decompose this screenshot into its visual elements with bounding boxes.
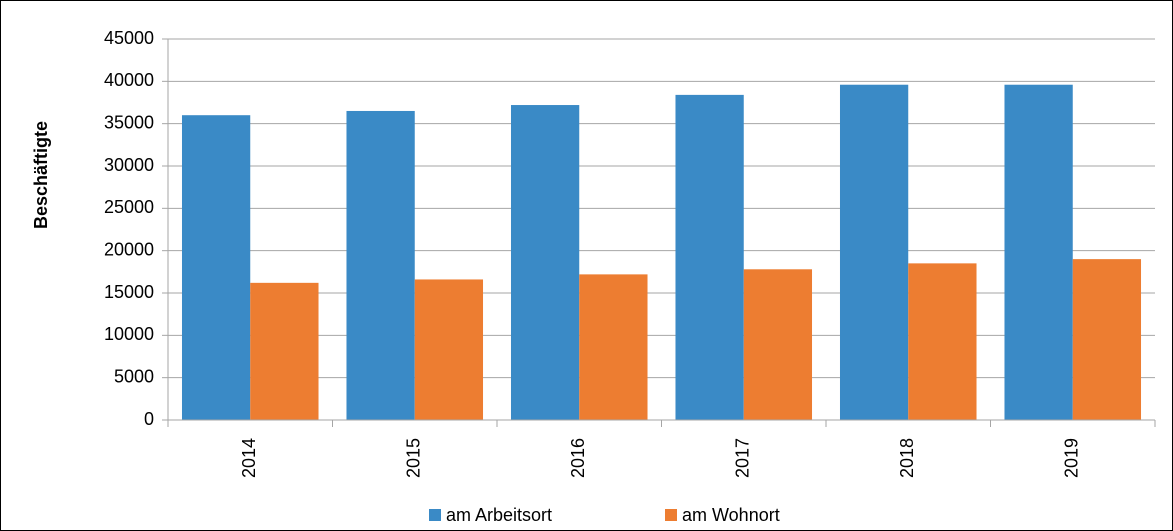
x-tick-label: 2014 xyxy=(239,438,259,478)
x-tick-label: 2015 xyxy=(404,438,424,478)
y-tick-label: 35000 xyxy=(104,112,154,132)
bar xyxy=(675,94,744,420)
y-tick-label: 45000 xyxy=(104,28,154,48)
bar xyxy=(181,115,251,420)
y-tick-label: 0 xyxy=(144,409,154,429)
x-tick-label: 2018 xyxy=(897,438,917,478)
y-tick-label: 5000 xyxy=(114,366,154,386)
y-tick-label: 30000 xyxy=(104,155,154,175)
x-tick-label: 2016 xyxy=(568,438,588,478)
bar xyxy=(1004,84,1073,420)
bar xyxy=(579,274,648,420)
bar xyxy=(250,282,319,420)
y-tick-label: 40000 xyxy=(104,70,154,90)
bar xyxy=(839,84,909,420)
bar xyxy=(1072,259,1142,420)
y-tick-label: 15000 xyxy=(104,282,154,302)
bar xyxy=(414,279,484,420)
bar xyxy=(908,263,977,420)
x-tick-label: 2017 xyxy=(733,438,753,478)
bar xyxy=(510,105,580,420)
x-tick-label: 2019 xyxy=(1062,438,1082,478)
y-axis-label: Beschäftigte xyxy=(31,121,51,229)
legend-swatch xyxy=(429,509,441,521)
legend-label: am Arbeitsort xyxy=(446,505,552,525)
legend-label: am Wohnort xyxy=(682,505,780,525)
y-tick-label: 25000 xyxy=(104,197,154,217)
bar xyxy=(346,110,415,420)
y-tick-label: 10000 xyxy=(104,324,154,344)
legend-swatch xyxy=(665,509,677,521)
bar xyxy=(743,269,813,420)
y-tick-label: 20000 xyxy=(104,239,154,259)
